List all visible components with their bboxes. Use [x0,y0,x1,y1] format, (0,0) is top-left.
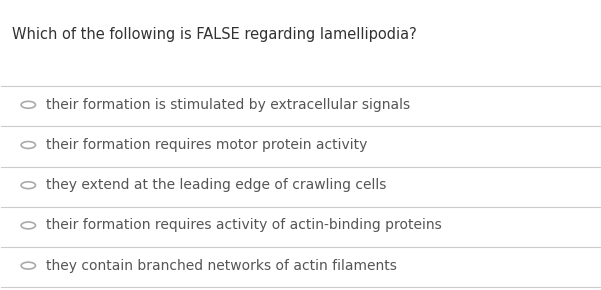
Text: their formation requires activity of actin-binding proteins: their formation requires activity of act… [46,218,442,232]
Text: their formation is stimulated by extracellular signals: their formation is stimulated by extrace… [46,98,410,112]
Text: Which of the following is FALSE regarding lamellipodia?: Which of the following is FALSE regardin… [12,27,417,42]
Text: they extend at the leading edge of crawling cells: they extend at the leading edge of crawl… [46,178,386,192]
Text: their formation requires motor protein activity: their formation requires motor protein a… [46,138,368,152]
Text: they contain branched networks of actin filaments: they contain branched networks of actin … [46,259,397,273]
